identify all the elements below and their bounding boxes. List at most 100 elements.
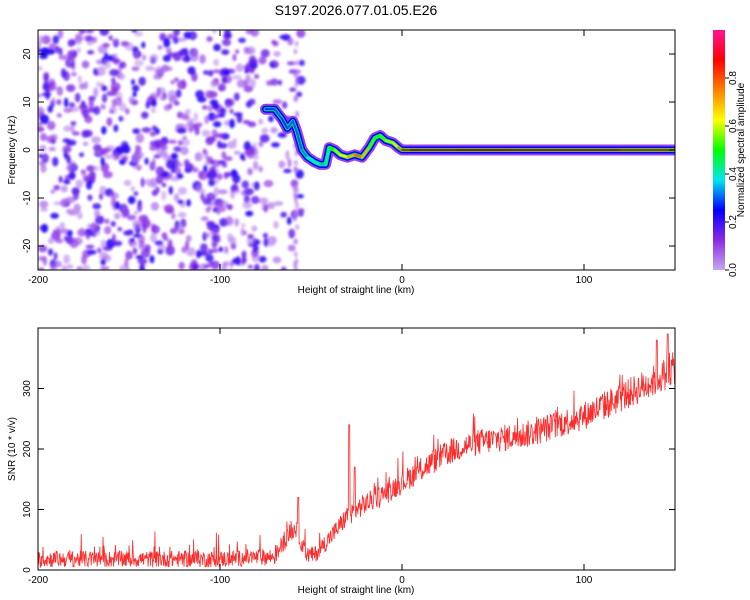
noise-speckle	[232, 138, 238, 143]
noise-speckle	[45, 48, 56, 55]
noise-speckle	[165, 159, 176, 170]
track-segment	[286, 120, 294, 130]
noise-speckle	[124, 108, 130, 115]
noise-speckle	[39, 144, 47, 152]
noise-speckle	[245, 210, 254, 217]
noise-speckle	[160, 144, 168, 151]
noise-speckle	[167, 90, 177, 100]
noise-speckle	[73, 237, 83, 245]
noise-speckle	[177, 223, 184, 231]
noise-speckle	[81, 129, 90, 138]
noise-speckle	[185, 52, 190, 63]
noise-speckle	[190, 52, 199, 62]
noise-speckle	[111, 38, 120, 43]
noise-speckle	[243, 195, 250, 204]
noise-speckle	[204, 159, 211, 167]
noise-speckle	[74, 33, 83, 43]
noise-speckle	[124, 258, 129, 268]
noise-speckle	[239, 153, 245, 160]
noise-speckle	[183, 159, 190, 167]
noise-speckle	[211, 240, 217, 250]
noise-speckle	[251, 155, 260, 160]
noise-speckle	[228, 267, 234, 270]
noise-speckle	[162, 54, 172, 62]
noise-speckle	[131, 84, 140, 92]
noise-speckle	[232, 174, 241, 184]
noise-speckle	[222, 70, 230, 76]
track-segment	[295, 129, 303, 152]
noise-speckle	[216, 207, 221, 215]
noise-speckle	[161, 190, 167, 201]
noise-speckle	[47, 105, 53, 113]
noise-speckle	[229, 236, 237, 245]
noise-speckle	[211, 102, 220, 110]
noise-speckle	[210, 79, 217, 88]
noise-speckle	[267, 202, 276, 210]
track-segment	[306, 156, 316, 164]
noise-speckle	[235, 63, 244, 73]
noise-speckle	[294, 76, 299, 83]
spectrogram-xlabel: Height of straight line (km)	[298, 285, 415, 296]
noise-speckle	[261, 127, 269, 134]
track-segment	[360, 146, 371, 159]
noise-speckle	[126, 214, 137, 221]
noise-speckle	[195, 249, 202, 259]
noise-speckle	[201, 105, 208, 110]
noise-speckle	[268, 115, 274, 123]
noise-speckle	[272, 99, 283, 105]
noise-speckle	[295, 224, 300, 231]
noise-speckle	[224, 246, 229, 255]
noise-speckle	[176, 80, 187, 90]
noise-speckle	[273, 51, 281, 57]
noise-speckle	[48, 78, 56, 89]
noise-speckle	[150, 201, 160, 211]
noise-speckle	[232, 183, 239, 191]
noise-speckle	[294, 202, 299, 209]
spectrogram-ytick-label: 0	[22, 147, 33, 153]
noise-speckle	[127, 195, 136, 205]
noise-speckle	[285, 150, 290, 160]
noise-speckle	[99, 251, 109, 261]
noise-speckle	[134, 59, 144, 67]
noise-speckle	[38, 41, 41, 52]
noise-speckle	[293, 194, 298, 201]
noise-speckle	[100, 103, 106, 110]
noise-speckle	[62, 144, 72, 154]
noise-speckle	[258, 165, 263, 173]
noise-speckle	[56, 99, 62, 106]
noise-speckle	[132, 247, 138, 255]
noise-speckle	[251, 225, 258, 232]
spectrogram-track	[260, 103, 675, 170]
noise-speckle	[55, 45, 60, 54]
noise-speckle	[211, 30, 218, 34]
noise-speckle	[280, 211, 288, 218]
noise-speckle	[179, 48, 189, 56]
noise-speckle	[82, 109, 90, 119]
noise-speckle	[130, 79, 136, 85]
noise-speckle	[76, 47, 81, 54]
noise-speckle	[123, 179, 132, 187]
noise-speckle	[293, 208, 298, 215]
snr-panel: -200 -100 0 100 0 100 200 300 Height of straigh…	[7, 327, 676, 596]
noise-speckle	[134, 51, 139, 60]
noise-speckle	[241, 223, 246, 228]
noise-speckle	[273, 220, 279, 229]
noise-speckle	[163, 152, 170, 162]
noise-speckle	[192, 49, 198, 55]
noise-speckle	[166, 33, 176, 40]
noise-speckle	[273, 61, 279, 66]
noise-speckle	[208, 179, 216, 187]
noise-speckle	[86, 223, 96, 229]
noise-speckle	[113, 212, 121, 220]
track-segment	[273, 108, 283, 120]
track-segment	[368, 136, 376, 149]
noise-speckle	[44, 86, 51, 92]
noise-speckle	[247, 233, 254, 239]
noise-speckle	[266, 80, 273, 86]
noise-speckle	[114, 201, 120, 210]
colorbar-tick-label: 0.8	[728, 71, 739, 85]
noise-speckle	[81, 60, 90, 69]
noise-speckle	[161, 64, 170, 72]
noise-speckle	[38, 35, 46, 45]
noise-speckle	[212, 121, 222, 128]
